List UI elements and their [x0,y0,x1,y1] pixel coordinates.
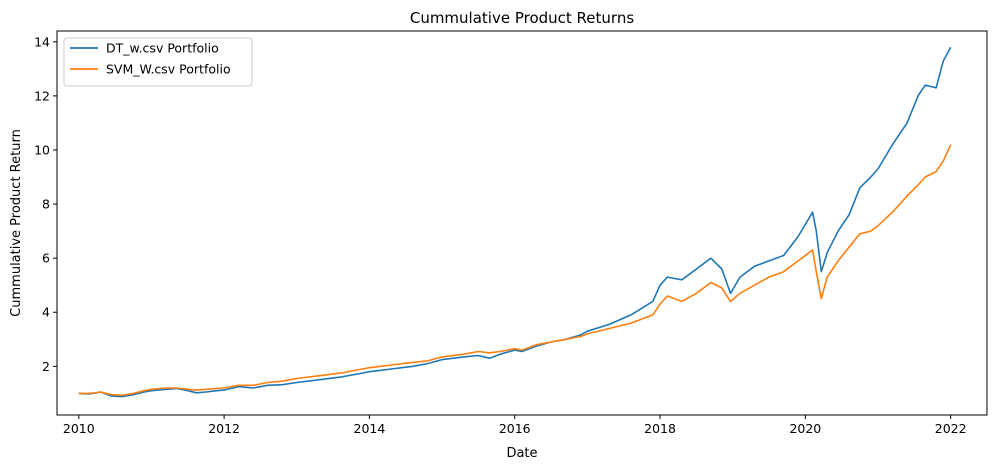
plot-area [78,46,952,398]
y-tick-label: 8 [42,197,50,212]
x-tick-label: 2020 [789,421,821,436]
x-tick-label: 2014 [354,421,386,436]
x-tick-label: 2010 [63,421,95,436]
x-tick-label: 2016 [499,421,531,436]
series-line-1 [78,46,952,398]
x-axis-label: Date [506,446,537,461]
plot-frame [56,30,988,416]
y-tick-label: 12 [34,88,50,103]
y-tick-label: 2 [42,359,50,374]
y-tick-label: 6 [42,251,50,266]
series-line-2 [78,144,952,397]
x-axis-ticks: 2010 2012 2014 2016 2018 2020 2022 [63,415,967,436]
y-tick-label: 10 [34,142,50,157]
y-axis-label: Cummulative Product Return [9,129,24,317]
legend: DT_w.csv Portfolio SVM_W.csv Portfolio [63,37,253,87]
y-axis-ticks: 2 4 6 8 10 12 14 [34,34,57,374]
legend-label: SVM_W.csv Portfolio [106,62,231,77]
y-tick-label: 4 [42,305,50,320]
legend-label: DT_w.csv Portfolio [106,41,219,56]
y-tick-label: 14 [34,34,50,49]
legend-frame [63,37,253,87]
x-tick-label: 2022 [935,421,967,436]
chart-title: Cummulative Product Returns [410,9,634,27]
x-tick-label: 2018 [644,421,676,436]
x-tick-label: 2012 [208,421,240,436]
